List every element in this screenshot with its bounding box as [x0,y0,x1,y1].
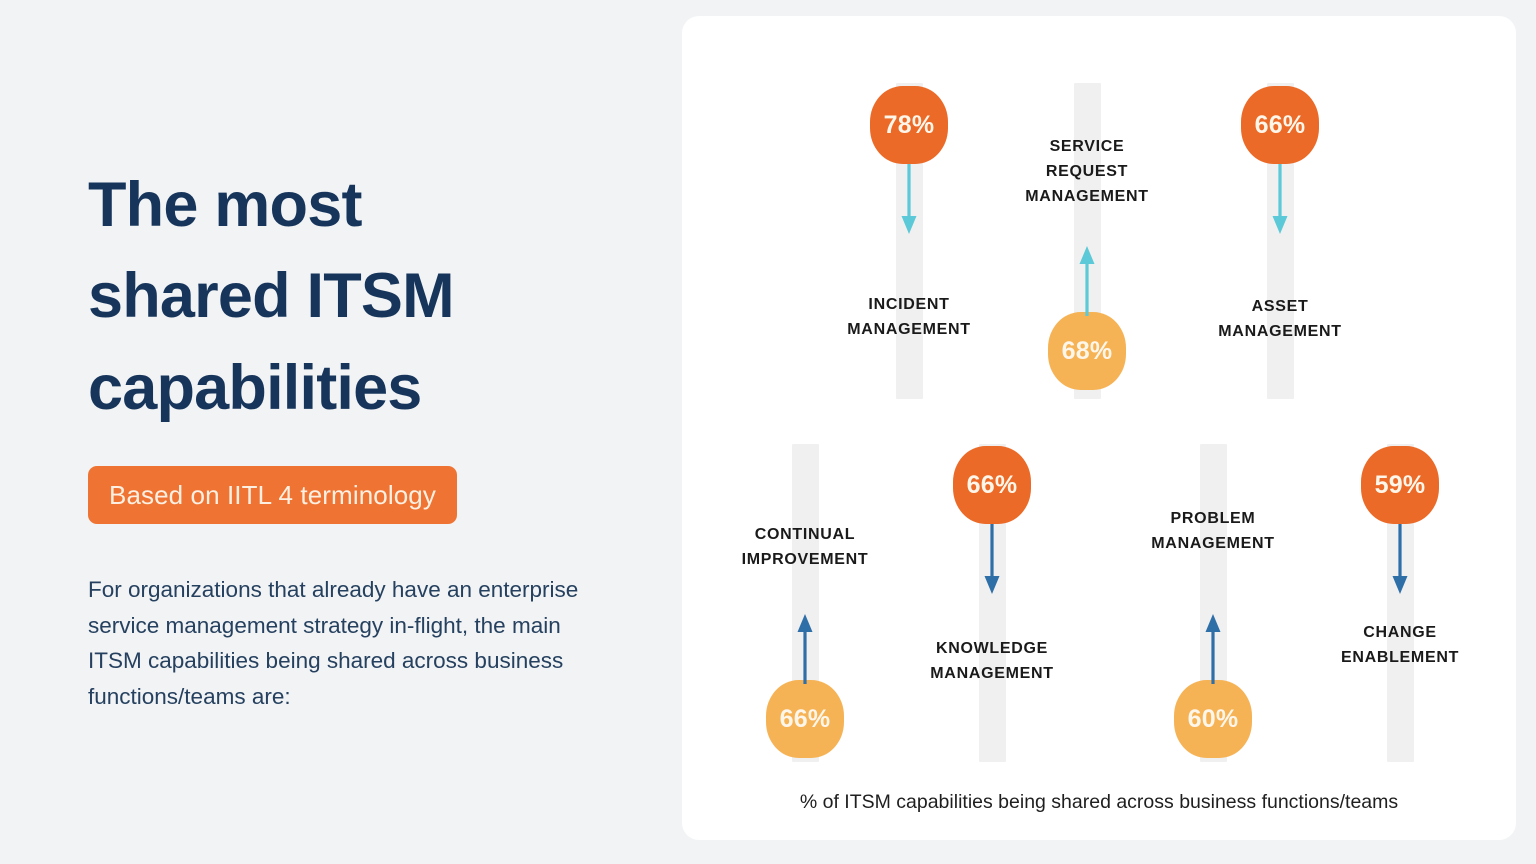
capability-label-line-2: ENABLEMENT [1340,649,1460,666]
capability-label-continual-improvement: CONTINUAL IMPROVEMENT [742,522,869,572]
capability-label-change-enablement: CHANGE ENABLEMENT [1341,620,1459,670]
value-label-problem-management: 60% [1187,704,1239,733]
value-label-incident-management: 78% [883,110,935,139]
capability-label-line-1: SERVICE [1049,138,1125,155]
terminology-badge: Based on IITL 4 terminology [88,466,457,524]
down-arrow-icon-knowledge-management [983,524,1001,596]
capability-label-service-request-management: SERVICE REQUEST MANAGEMENT [1025,134,1148,209]
page-title-line-3: capabilities [88,352,422,423]
down-arrow-icon-asset-management [1271,164,1289,236]
capability-label-line-1: ASSET [1251,298,1309,315]
capability-label-line-1: KNOWLEDGE [935,640,1049,657]
capability-label-problem-management: PROBLEM MANAGEMENT [1151,506,1274,556]
page-title: The most shared ITSM capabilities [88,160,608,434]
capability-label-line-1: INCIDENT [868,296,950,313]
capability-label-line-3: MANAGEMENT [1025,188,1149,205]
value-label-service-request-management: 68% [1061,336,1113,365]
value-label-asset-management: 66% [1254,110,1306,139]
capability-label-knowledge-management: KNOWLEDGE MANAGEMENT [930,636,1053,686]
capability-label-asset-management: ASSET MANAGEMENT [1218,294,1341,344]
capability-label-line-2: MANAGEMENT [847,321,971,338]
capability-label-line-2: MANAGEMENT [930,665,1054,682]
capability-label-line-1: CONTINUAL [754,526,856,543]
up-arrow-icon-service-request-management [1078,246,1096,318]
capability-label-line-2: REQUEST [1045,163,1129,180]
value-bubble-asset-management: 66% [1241,86,1319,164]
capability-label-line-2: MANAGEMENT [1151,535,1275,552]
value-label-change-enablement: 59% [1374,470,1426,499]
intro-paragraph: For organizations that already have an e… [88,577,579,709]
capability-label-incident-management: INCIDENT MANAGEMENT [847,292,970,342]
page-title-line-2: shared ITSM [88,261,455,332]
value-bubble-incident-management: 78% [870,86,948,164]
left-content-panel: The most shared ITSM capabilities Based … [88,0,628,864]
capability-label-line-2: IMPROVEMENT [741,551,869,568]
down-arrow-icon-incident-management [900,164,918,236]
value-label-knowledge-management: 66% [966,470,1018,499]
chart-caption: % of ITSM capabilities being shared acro… [799,791,1399,813]
up-arrow-icon-continual-improvement [796,614,814,686]
value-bubble-continual-improvement: 66% [766,680,844,758]
value-bubble-problem-management: 60% [1174,680,1252,758]
terminology-badge-label: Based on IITL 4 terminology [109,479,436,510]
page-title-line-1: The most [88,170,362,240]
capability-label-line-2: MANAGEMENT [1218,323,1342,340]
chart-card: 78% INCIDENT MANAGEMENT 68% [682,16,1516,840]
up-arrow-icon-problem-management [1204,614,1222,686]
capability-label-line-1: PROBLEM [1170,510,1256,527]
capability-chart: 78% INCIDENT MANAGEMENT 68% [682,16,1516,786]
capability-label-line-1: CHANGE [1363,624,1437,641]
value-bubble-change-enablement: 59% [1361,446,1439,524]
value-bubble-service-request-management: 68% [1048,312,1126,390]
value-label-continual-improvement: 66% [779,704,831,733]
down-arrow-icon-change-enablement [1391,524,1409,596]
value-bubble-knowledge-management: 66% [953,446,1031,524]
